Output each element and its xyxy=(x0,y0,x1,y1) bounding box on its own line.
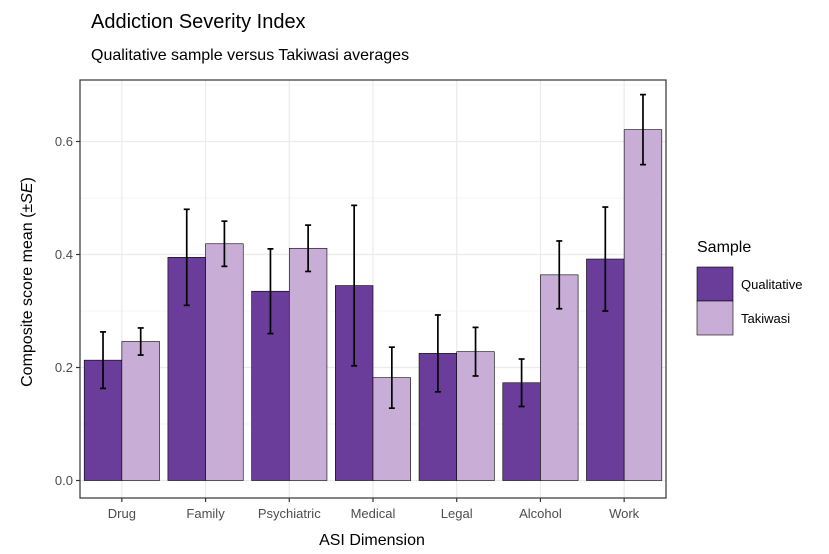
y-tick-label: 0.2 xyxy=(55,360,73,375)
y-tick-label: 0.0 xyxy=(55,473,73,488)
x-tick-label: Legal xyxy=(441,506,473,521)
x-tick-label: Alcohol xyxy=(519,506,562,521)
x-tick-label: Psychiatric xyxy=(258,506,321,521)
chart-marks xyxy=(83,93,663,481)
bar xyxy=(288,247,328,481)
bar xyxy=(623,129,663,481)
y-axis-label-suffix: ) xyxy=(19,177,36,182)
y-tick-label: 0.4 xyxy=(55,247,73,262)
legend-label: Qualitative xyxy=(741,277,802,292)
chart-subtitle: Qualitative sample versus Takiwasi avera… xyxy=(91,47,409,64)
bar xyxy=(205,243,244,481)
x-tick-label: Drug xyxy=(108,506,136,521)
legend-key xyxy=(696,300,734,336)
x-tick-label: Medical xyxy=(351,506,396,521)
legend-key xyxy=(696,266,734,302)
chart-title: Addiction Severity Index xyxy=(91,11,306,33)
bar xyxy=(121,341,160,481)
y-axis-label-prefix: Composite score mean (± xyxy=(19,204,36,387)
x-tick-label: Family xyxy=(186,506,225,521)
legend-title: Sample xyxy=(697,239,751,256)
chart-axes: 0.0 0.2 0.4 0.6 Drug Family Psychiatric Medical… xyxy=(55,79,667,521)
legend: Sample Qualitative Takiwasi xyxy=(696,239,802,336)
y-axis-label: Composite score mean (±SE) xyxy=(19,177,36,387)
legend-label: Takiwasi xyxy=(741,311,790,326)
x-axis-label: ASI Dimension xyxy=(319,532,425,549)
x-tick-label: Work xyxy=(609,506,640,521)
y-axis-label-italic: SE xyxy=(19,182,36,204)
y-tick-label: 0.6 xyxy=(55,134,73,149)
